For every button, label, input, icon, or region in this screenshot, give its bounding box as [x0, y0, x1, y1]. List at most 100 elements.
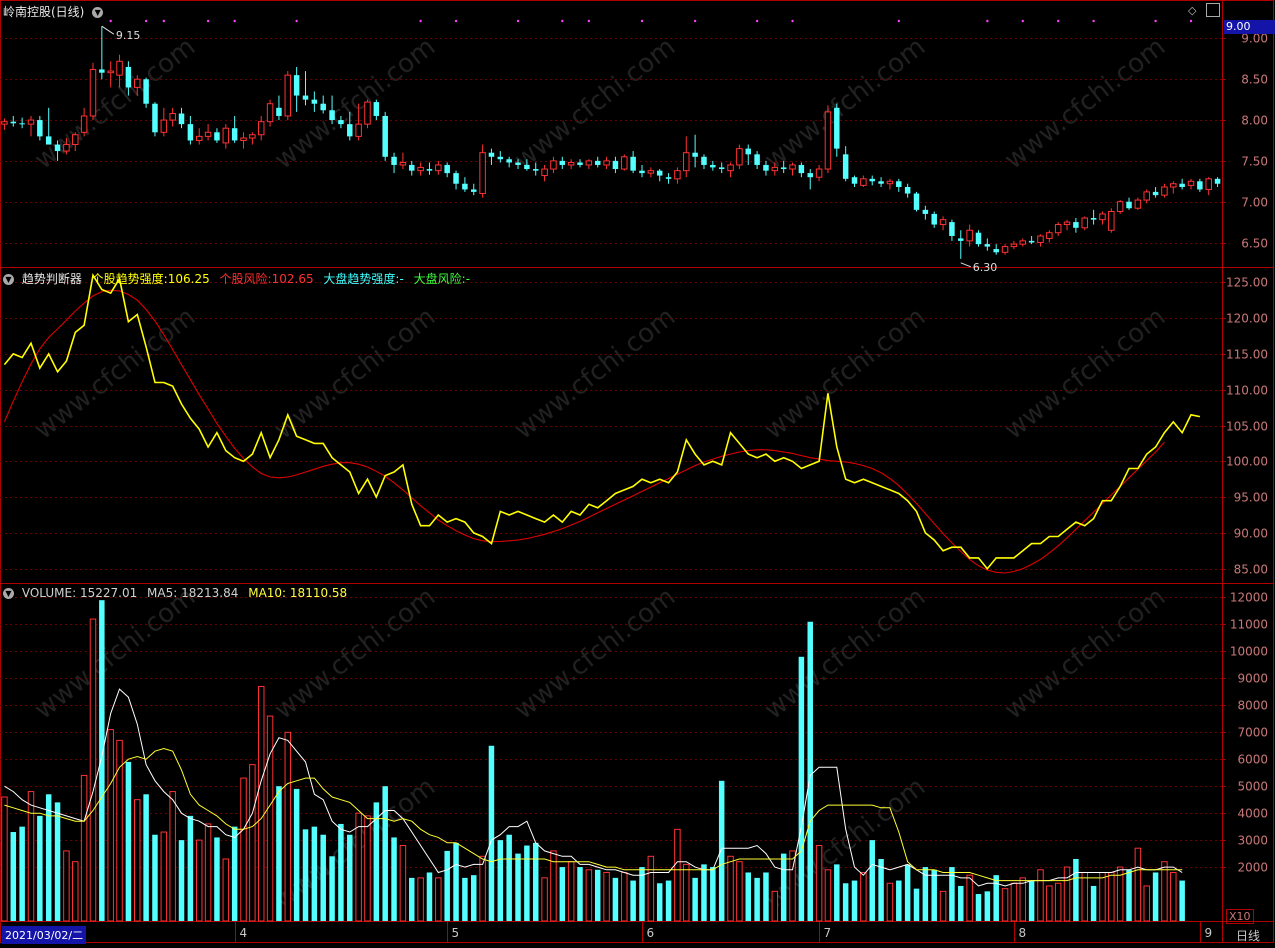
volume-bar: [1, 796, 8, 922]
candle-body: [834, 107, 840, 149]
volume-bar: [567, 861, 575, 922]
volume-bar: [745, 872, 751, 921]
volume-bar: [674, 828, 681, 922]
diamond-icon[interactable]: ◇: [1188, 4, 1197, 17]
volume-bar: [789, 850, 796, 922]
volume-bar: [763, 872, 769, 921]
volume-bar: [904, 864, 911, 921]
volume-bar: [266, 715, 274, 922]
dropdown-icon[interactable]: ▼: [3, 588, 14, 599]
volume-bar: [1126, 869, 1132, 921]
volume-bar: [178, 840, 185, 921]
volume-bar: [834, 864, 840, 921]
signal-dot: [206, 19, 210, 23]
volume-bar: [710, 867, 716, 921]
y-tick-label: 125.00: [1226, 276, 1268, 290]
candle-body: [471, 189, 477, 192]
y-tick-label: 8.50: [1241, 73, 1268, 87]
volume-bar: [284, 731, 292, 922]
volume-bar: [320, 834, 326, 921]
volume-bar: [497, 840, 504, 921]
volume-bar: [364, 815, 371, 922]
volume-bar: [621, 871, 628, 922]
watermark-text: www.cfchi.com: [509, 582, 681, 726]
y-tick-label: 6.50: [1241, 237, 1268, 251]
candle-body: [214, 132, 220, 141]
y-tick-label: 12000: [1230, 591, 1268, 605]
square-icon[interactable]: [1206, 3, 1220, 17]
candle-body: [745, 148, 751, 155]
candle-body: [674, 170, 681, 180]
y-tick-label: 105.00: [1226, 420, 1268, 434]
candle-body: [815, 168, 823, 178]
volume-bar: [1028, 880, 1035, 921]
signal-dot: [897, 19, 900, 23]
signal-dot: [144, 19, 148, 23]
start-date: 2021/03/02/二: [2, 926, 87, 944]
volume-bar: [594, 869, 601, 921]
indicator-item-label: 大盘风险:: [413, 272, 466, 286]
volume-bar: [134, 799, 141, 922]
candle-body: [842, 154, 849, 179]
watermark-text: www.cfchi.com: [509, 302, 681, 446]
y-tick-label: 11000: [1230, 618, 1268, 632]
indicator-item-value: -: [465, 272, 471, 286]
volume-bar: [559, 867, 566, 921]
volume-bar: [329, 856, 335, 921]
candle-body: [878, 181, 884, 184]
volume-bar: [958, 885, 964, 921]
candle-body: [1063, 221, 1071, 226]
y-tick-label: 2000: [1237, 861, 1268, 875]
volume-bar: [736, 861, 743, 922]
watermark-text: www.cfchi.com: [509, 32, 681, 176]
candle-body: [585, 160, 593, 166]
y-tick-label: 95.00: [1234, 491, 1268, 505]
candle-body: [364, 101, 371, 125]
candle-body: [1161, 186, 1168, 196]
volume-bar: [815, 845, 823, 922]
volume-bar: [886, 882, 894, 922]
volume-bar: [311, 826, 318, 921]
candle-body: [639, 170, 645, 174]
y-tick-label: 9.00: [1241, 32, 1268, 46]
dropdown-icon[interactable]: ▼: [3, 274, 14, 285]
candle-body: [701, 156, 707, 165]
candle-body: [763, 164, 769, 171]
candle-body: [869, 178, 875, 182]
candle-body: [1108, 210, 1115, 231]
volume-bar: [939, 890, 947, 922]
period-label[interactable]: 日线: [1236, 929, 1261, 943]
y-tick-label: 10000: [1230, 645, 1268, 659]
y-tick-label: 5000: [1237, 780, 1268, 794]
volume-bar: [1090, 885, 1097, 921]
volume-bar: [373, 802, 380, 921]
candle-body: [1187, 180, 1195, 186]
month-label: 4: [240, 926, 248, 940]
volume-bar: [1108, 871, 1115, 922]
indicator-item-label: 个股趋势强度:: [91, 272, 168, 286]
volume-bar: [257, 685, 265, 922]
volume-bar: [204, 823, 212, 922]
volume-bar: [984, 891, 991, 921]
candle-body: [1134, 199, 1142, 209]
volume-bar: [966, 874, 973, 922]
volume-bar: [506, 834, 512, 921]
candle-body: [19, 123, 25, 125]
candle-body: [958, 238, 964, 241]
candle-body: [736, 148, 743, 166]
volume-bar: [612, 877, 619, 921]
candle-body: [302, 95, 309, 100]
candle-body: [1019, 240, 1027, 245]
dropdown-icon[interactable]: ▼: [92, 7, 104, 18]
volume-bar: [1046, 885, 1053, 922]
volume-bar: [842, 883, 849, 921]
candle-body: [966, 229, 973, 242]
y-tick-label: 3000: [1237, 834, 1268, 848]
candle-body: [612, 160, 619, 170]
candle-body: [1090, 218, 1097, 220]
volume-bar: [214, 837, 220, 921]
candle-body: [63, 144, 70, 152]
candle-body: [195, 135, 203, 141]
